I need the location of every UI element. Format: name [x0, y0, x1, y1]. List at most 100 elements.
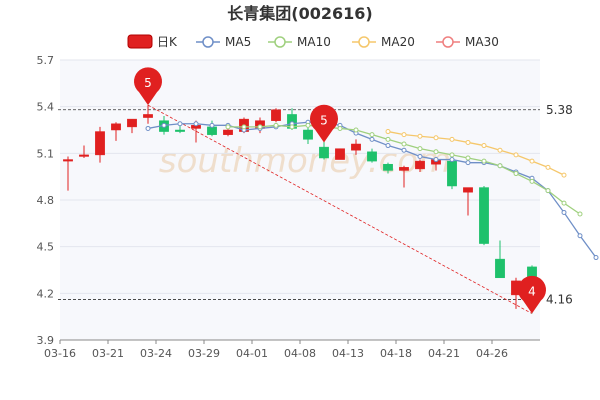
- x-tick-label: 04-21: [428, 347, 460, 360]
- pin-label: 5: [320, 113, 328, 127]
- candle: [111, 122, 121, 141]
- candle-body: [175, 129, 185, 132]
- x-tick-label: 04-13: [332, 347, 364, 360]
- ma-point: [225, 124, 231, 130]
- ma-point: [417, 146, 423, 152]
- ma-point: [529, 178, 535, 184]
- legend-swatch: [202, 36, 214, 48]
- y-tick-label: 5.7: [37, 54, 55, 67]
- candle-body: [207, 126, 217, 135]
- ma-point: [257, 124, 263, 130]
- ma-point: [433, 157, 439, 163]
- ma-point: [401, 147, 407, 153]
- pin-shape: [310, 104, 339, 143]
- x-tick-label: 04-18: [380, 347, 412, 360]
- legend-item[interactable]: 日K: [127, 34, 178, 49]
- candle: [79, 145, 89, 158]
- ma-point: [449, 136, 455, 142]
- chart-title: 长青集团(002616): [227, 4, 372, 23]
- ma-point: [513, 171, 519, 177]
- pin-marker: 4: [518, 275, 546, 314]
- reference-line-label: 4.16: [546, 293, 573, 307]
- ma-point: [385, 129, 391, 135]
- legend-item[interactable]: MA10: [268, 35, 331, 49]
- candle: [399, 165, 409, 188]
- pin-shape: [518, 275, 546, 314]
- ma-point: [353, 127, 359, 133]
- x-tick-label: 03-29: [188, 347, 220, 360]
- moving-averages: [145, 119, 599, 261]
- candle: [319, 139, 329, 160]
- ma-point: [561, 172, 567, 178]
- y-tick-label: 4.5: [37, 241, 55, 254]
- pin-shape: [133, 67, 162, 106]
- x-tick-label: 03-16: [44, 347, 76, 360]
- candle: [303, 125, 313, 144]
- y-tick-label: 4.8: [37, 194, 55, 207]
- ma-point: [497, 163, 503, 169]
- legend-label: MA10: [297, 35, 331, 49]
- legend-swatch: [442, 36, 454, 48]
- y-tick-label: 5.4: [37, 101, 55, 114]
- candle: [143, 105, 153, 124]
- candle-body: [79, 154, 89, 157]
- ma-point: [209, 122, 215, 128]
- candle: [415, 159, 425, 172]
- candle: [367, 148, 377, 163]
- y-tick-label: 5.1: [37, 147, 55, 160]
- legend[interactable]: 日K MA5 MA10 MA20 MA30: [127, 34, 499, 49]
- x-tick-label: 04-26: [476, 347, 508, 360]
- legend-label: MA30: [465, 35, 499, 49]
- ma-point: [561, 200, 567, 206]
- ma-point: [417, 133, 423, 139]
- legend-item[interactable]: MA30: [436, 35, 499, 49]
- candle-body: [95, 131, 105, 156]
- ma-point: [161, 122, 167, 128]
- y-axis: 5.7 5.4 5.1 4.8 4.5 4.2 3.9: [37, 54, 55, 347]
- candle-body: [383, 163, 393, 171]
- ma-point: [337, 125, 343, 131]
- x-tick-label: 04-08: [284, 347, 316, 360]
- candle-body: [111, 123, 121, 131]
- ma-point: [481, 158, 487, 164]
- ma-point: [593, 255, 599, 261]
- x-tick-label: 03-21: [92, 347, 124, 360]
- ma-point: [545, 164, 551, 170]
- ma-point: [273, 122, 279, 128]
- ma-line: [387, 130, 565, 176]
- pin-marker: 5: [133, 67, 162, 106]
- candle: [335, 148, 345, 160]
- candle: [447, 158, 457, 190]
- candle: [479, 186, 489, 246]
- ma-point: [385, 143, 391, 149]
- ma-point: [433, 135, 439, 141]
- legend-item[interactable]: MA5: [196, 35, 251, 49]
- legend-label: 日K: [157, 35, 178, 49]
- candle-body: [319, 146, 329, 159]
- candle-body: [143, 114, 153, 118]
- ma-point: [289, 124, 295, 130]
- y-tick-label: 4.2: [37, 287, 55, 300]
- trend-line: [147, 104, 533, 314]
- x-axis: 03-16 03-21 03-24 03-29 04-01 04-08 04-13 04-18…: [44, 340, 508, 360]
- markers: 5 5 4: [133, 67, 546, 314]
- x-tick-label: 03-24: [140, 347, 172, 360]
- watermark: southmoney.com: [159, 141, 451, 181]
- legend-item[interactable]: MA20: [352, 35, 415, 49]
- y-tick-label: 3.9: [37, 334, 55, 347]
- legend-swatch: [358, 36, 370, 48]
- ma-point: [401, 132, 407, 138]
- candle: [463, 187, 473, 216]
- candle: [495, 240, 505, 279]
- candle: [95, 126, 105, 163]
- x-tick-label: 04-01: [236, 347, 268, 360]
- candle-body: [271, 109, 281, 121]
- ma-point: [449, 152, 455, 158]
- candle-body: [399, 167, 409, 171]
- ma-point: [145, 125, 151, 131]
- ma-point: [241, 124, 247, 130]
- ma-point: [385, 136, 391, 142]
- ma-point: [497, 147, 503, 153]
